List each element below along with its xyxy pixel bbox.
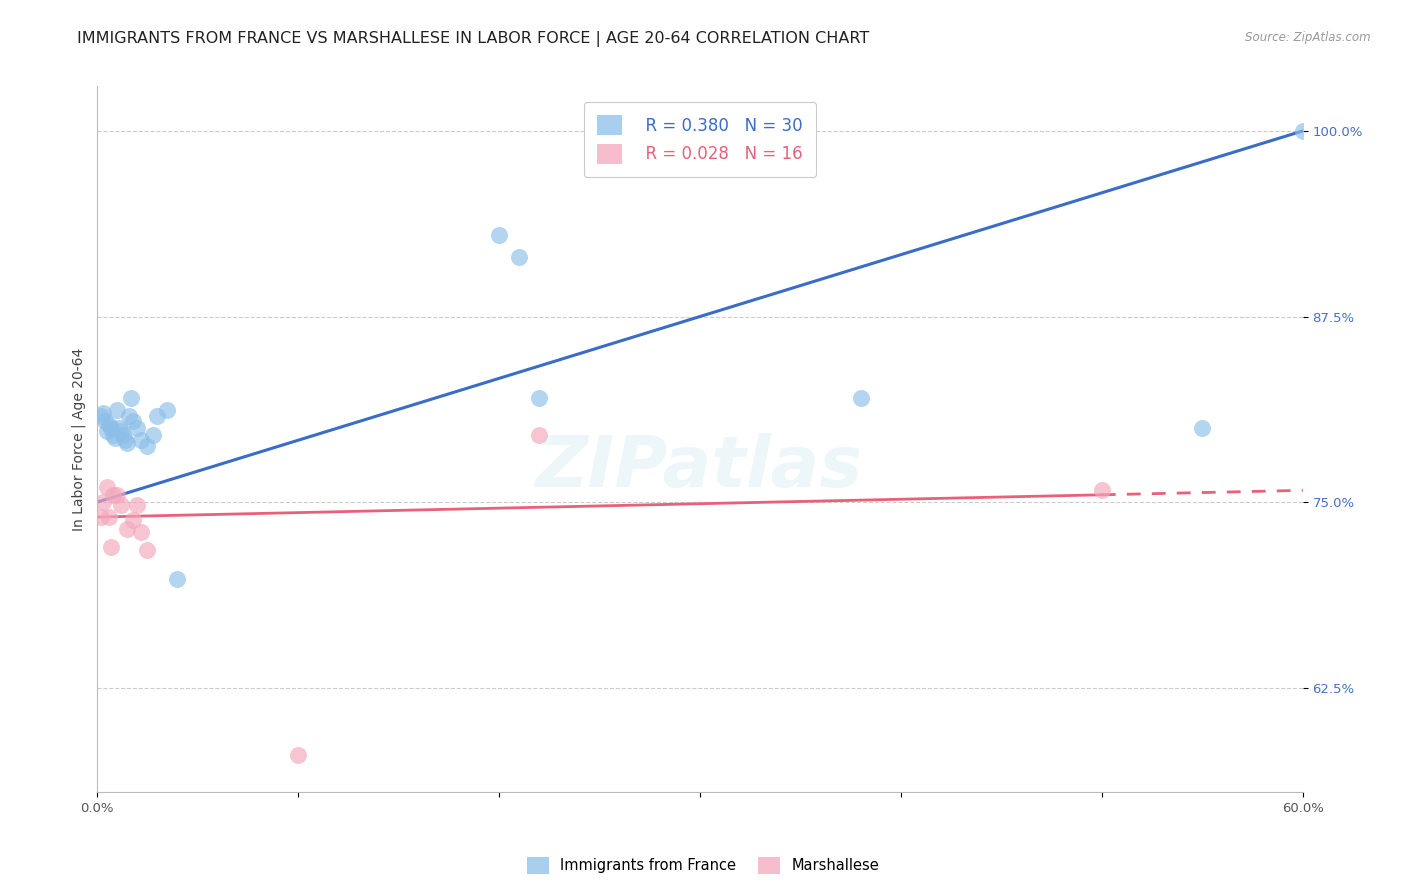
Point bbox=[97, 510, 120, 524]
Point bbox=[527, 391, 550, 405]
Point bbox=[100, 540, 122, 554]
Point bbox=[96, 424, 118, 438]
Text: IMMIGRANTS FROM FRANCE VS MARSHALLESE IN LABOR FORCE | AGE 20-64 CORRELATION CHA: IMMIGRANTS FROM FRANCE VS MARSHALLESE IN… bbox=[77, 31, 869, 47]
Point bbox=[125, 498, 148, 512]
Point bbox=[115, 522, 138, 536]
Point bbox=[136, 542, 159, 557]
Point bbox=[118, 409, 141, 423]
Point bbox=[96, 480, 118, 494]
Text: ZIPatlas: ZIPatlas bbox=[536, 433, 863, 502]
Point bbox=[110, 498, 132, 512]
Point bbox=[111, 428, 134, 442]
Point bbox=[146, 409, 169, 423]
Point bbox=[101, 488, 124, 502]
Point bbox=[97, 417, 120, 432]
Point bbox=[110, 424, 132, 438]
Point bbox=[120, 391, 142, 405]
Legend: Immigrants from France, Marshallese: Immigrants from France, Marshallese bbox=[520, 851, 886, 880]
Legend:   R = 0.380   N = 30,   R = 0.028   N = 16: R = 0.380 N = 30, R = 0.028 N = 16 bbox=[583, 102, 815, 178]
Point bbox=[129, 524, 152, 539]
Point bbox=[90, 510, 112, 524]
Point bbox=[287, 747, 309, 762]
Text: Source: ZipAtlas.com: Source: ZipAtlas.com bbox=[1246, 31, 1371, 45]
Point bbox=[91, 406, 114, 420]
Point bbox=[849, 391, 872, 405]
Point bbox=[105, 488, 128, 502]
Point bbox=[142, 428, 165, 442]
Point bbox=[105, 403, 128, 417]
Point bbox=[488, 227, 510, 242]
Point bbox=[156, 403, 179, 417]
Point bbox=[100, 421, 122, 435]
Y-axis label: In Labor Force | Age 20-64: In Labor Force | Age 20-64 bbox=[72, 348, 86, 531]
Point bbox=[527, 428, 550, 442]
Point bbox=[166, 573, 188, 587]
Point bbox=[91, 495, 114, 509]
Point bbox=[114, 433, 136, 447]
Point bbox=[125, 421, 148, 435]
Point bbox=[1191, 421, 1213, 435]
Point bbox=[115, 435, 138, 450]
Point bbox=[1292, 124, 1315, 138]
Point bbox=[136, 439, 159, 453]
Point bbox=[94, 413, 117, 427]
Point bbox=[104, 431, 127, 445]
Point bbox=[129, 433, 152, 447]
Point bbox=[108, 421, 131, 435]
Point bbox=[122, 413, 145, 427]
Point bbox=[101, 428, 124, 442]
Point bbox=[90, 409, 112, 423]
Point bbox=[1091, 483, 1114, 498]
Point bbox=[122, 513, 145, 527]
Point bbox=[508, 250, 530, 264]
